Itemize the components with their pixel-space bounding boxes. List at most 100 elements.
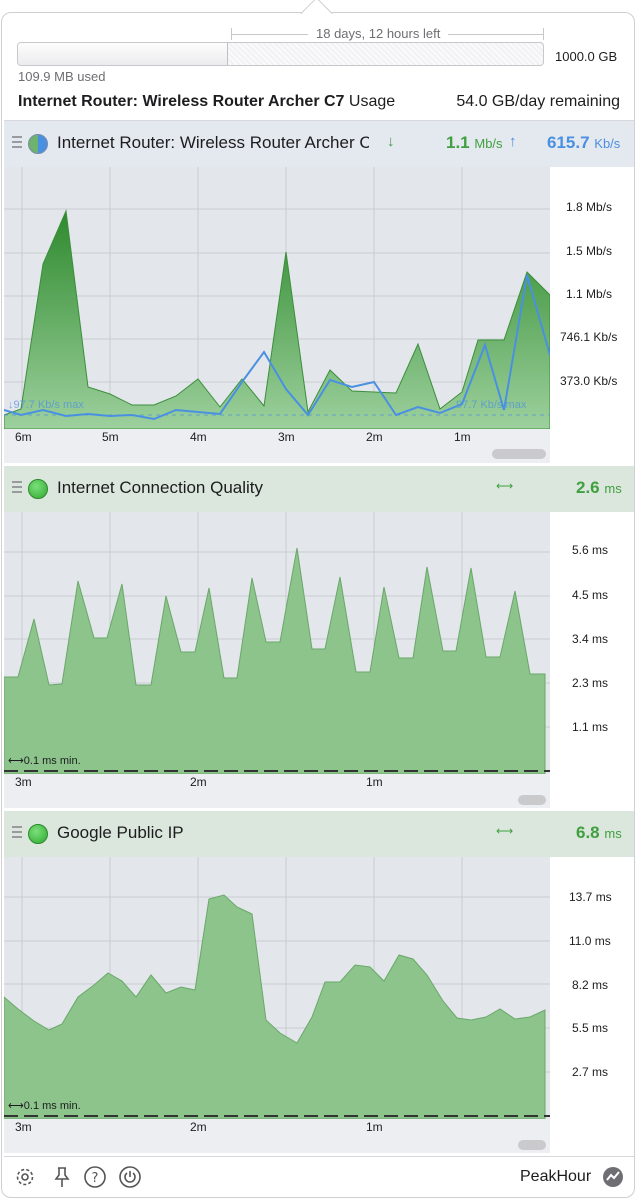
- usage-title-suffix: Usage: [348, 93, 396, 110]
- used-label: 109.9 MB used: [18, 69, 106, 84]
- quality-unit: ms: [604, 481, 622, 496]
- quality-min-note: ⟷0.1 ms min.: [8, 755, 81, 767]
- quality-chart[interactable]: ⟷0.1 ms min.: [3, 512, 550, 775]
- y-tick: 2.7 ms: [572, 1065, 609, 1079]
- router-x-axis[interactable]: 6m 5m 4m 3m 2m 1m: [4, 429, 550, 463]
- divider: [4, 120, 634, 121]
- y-tick: 5.5 ms: [572, 1021, 609, 1035]
- quality-status-icon: [28, 479, 48, 499]
- app-name: PeakHour: [520, 1168, 592, 1185]
- x-tick: 2m: [366, 430, 383, 444]
- google-number: 6.8: [576, 823, 600, 842]
- settings-gear-icon[interactable]: [13, 1165, 37, 1189]
- google-chart[interactable]: ⟷0.1 ms min.: [3, 857, 550, 1120]
- download-unit: Mb/s: [474, 136, 503, 151]
- x-tick: 6m: [15, 430, 32, 444]
- router-panel-title: Internet Router: Wireless Router Archer …: [57, 133, 369, 152]
- google-y-axis: 13.7 ms 11.0 ms 8.2 ms 5.5 ms 2.7 ms: [550, 857, 634, 1119]
- quality-series-area: [3, 547, 546, 775]
- drag-handle-icon[interactable]: [12, 136, 22, 150]
- pin-icon[interactable]: [50, 1165, 74, 1189]
- quality-scrollbar-thumb[interactable]: [518, 795, 546, 805]
- google-panel-header[interactable]: Google Public IP ⟷ 6.8 ms: [4, 811, 634, 857]
- usage-progress-fill: [18, 43, 228, 65]
- x-tick: 1m: [366, 775, 383, 789]
- download-rate: 1.1 Mb/s: [446, 133, 503, 153]
- y-tick: 2.3 ms: [572, 676, 609, 690]
- range-arrows-icon: ⟷: [496, 479, 514, 493]
- y-tick: 373.0 Kb/s: [560, 374, 618, 388]
- x-tick: 2m: [190, 775, 207, 789]
- quality-chart-svg: [3, 512, 550, 775]
- google-unit: ms: [604, 826, 622, 841]
- upload-series-line: [3, 274, 551, 421]
- google-panel-title: Google Public IP: [57, 823, 184, 842]
- x-tick: 4m: [190, 430, 207, 444]
- y-tick: 4.5 ms: [572, 588, 609, 602]
- quality-panel-header[interactable]: Internet Connection Quality ⟷ 2.6 ms: [4, 466, 634, 512]
- google-x-axis[interactable]: 3m 2m 1m: [4, 1119, 550, 1153]
- usage-progress-bar: [17, 42, 544, 66]
- download-value: 1.1: [446, 133, 470, 152]
- y-tick: 3.4 ms: [572, 632, 609, 646]
- x-tick: 3m: [15, 1120, 32, 1134]
- remaining-label: 54.0 GB/day remaining: [456, 93, 620, 110]
- quality-min-value: 0.1 ms min.: [23, 755, 81, 767]
- router-max-value-left: 97.7 Kb/s max: [13, 399, 84, 411]
- upload-value: 615.7: [547, 133, 590, 152]
- router-chart[interactable]: ↓97.7 Kb/s max 97.7 Kb/s max: [3, 167, 551, 430]
- router-scrollbar-thumb[interactable]: [492, 449, 546, 459]
- y-tick: 1.5 Mb/s: [566, 244, 613, 258]
- y-tick: 746.1 Kb/s: [560, 330, 618, 344]
- peakhour-logo-icon[interactable]: [601, 1165, 625, 1189]
- help-icon[interactable]: ?: [83, 1165, 107, 1189]
- svg-text:?: ?: [92, 1171, 99, 1186]
- usage-title: Internet Router: Wireless Router Archer …: [18, 93, 395, 111]
- google-status-icon: [28, 824, 48, 844]
- y-tick: 8.2 ms: [572, 978, 609, 992]
- x-tick: 5m: [102, 430, 119, 444]
- quality-value: 2.6 ms: [576, 478, 622, 498]
- router-max-note-right: 97.7 Kb/s max: [456, 399, 527, 411]
- y-tick: 13.7 ms: [569, 890, 612, 904]
- google-series-area: [3, 894, 546, 1120]
- x-tick: 2m: [190, 1120, 207, 1134]
- google-value: 6.8 ms: [576, 823, 622, 843]
- quota-label: 1000.0 GB: [555, 49, 618, 64]
- y-tick: 1.1 ms: [572, 720, 609, 734]
- router-status-icon: [28, 134, 48, 154]
- time-left-tick-right: [543, 28, 544, 40]
- x-tick: 3m: [15, 775, 32, 789]
- time-left-label: 18 days, 12 hours left: [308, 26, 449, 41]
- google-chart-svg: [3, 857, 550, 1120]
- time-left-tick-left: [231, 28, 232, 40]
- router-y-axis: 1.8 Mb/s 1.5 Mb/s 1.1 Mb/s 746.1 Kb/s 37…: [550, 167, 634, 429]
- quality-x-axis[interactable]: 3m 2m 1m: [4, 774, 550, 808]
- router-panel-header[interactable]: Internet Router: Wireless Router Archer …: [4, 121, 634, 167]
- y-tick: 11.0 ms: [569, 934, 611, 948]
- x-tick: 1m: [366, 1120, 383, 1134]
- usage-title-device: Internet Router: Wireless Router Archer …: [18, 93, 345, 110]
- upload-unit: Kb/s: [594, 136, 621, 151]
- power-icon[interactable]: [118, 1165, 142, 1189]
- upload-rate: 615.7 Kb/s: [547, 133, 620, 153]
- download-series-area: [3, 209, 551, 430]
- google-scrollbar-thumb[interactable]: [518, 1140, 546, 1150]
- quality-y-axis: 5.6 ms 4.5 ms 3.4 ms 2.3 ms 1.1 ms: [550, 512, 634, 774]
- range-arrows-icon: ⟷: [496, 824, 514, 838]
- google-min-value: 0.1 ms min.: [23, 1100, 81, 1112]
- y-tick: 1.8 Mb/s: [566, 200, 613, 214]
- router-chart-svg: [3, 167, 551, 430]
- footer-divider: [4, 1156, 634, 1157]
- drag-handle-icon[interactable]: [12, 481, 22, 495]
- y-tick: 5.6 ms: [572, 543, 609, 557]
- google-min-note: ⟷0.1 ms min.: [8, 1100, 81, 1112]
- router-max-note-left: ↓97.7 Kb/s max: [8, 399, 84, 411]
- x-tick: 1m: [454, 430, 471, 444]
- download-arrow-icon: ↓: [387, 133, 395, 150]
- upload-arrow-icon: ↑: [509, 133, 517, 150]
- drag-handle-icon[interactable]: [12, 826, 22, 840]
- quality-number: 2.6: [576, 478, 600, 497]
- y-tick: 1.1 Mb/s: [566, 287, 613, 301]
- x-tick: 3m: [278, 430, 295, 444]
